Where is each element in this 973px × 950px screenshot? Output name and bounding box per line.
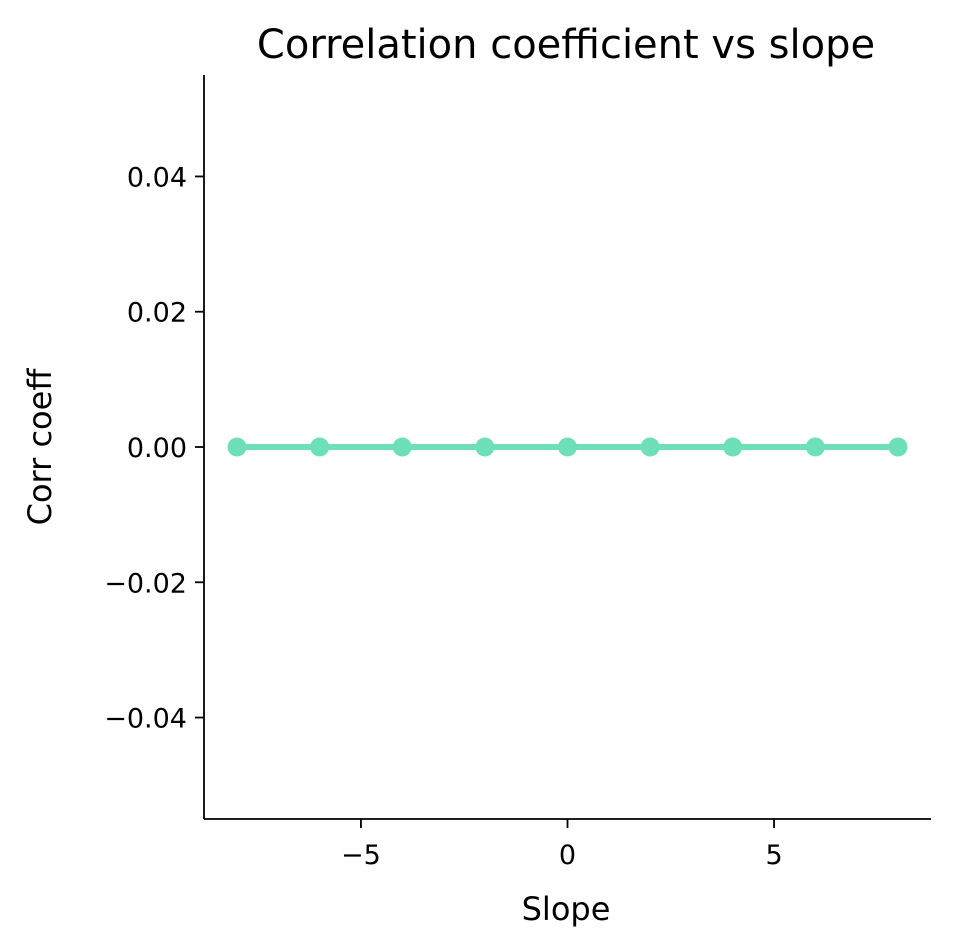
chart-title: Correlation coefficient vs slope xyxy=(257,22,875,68)
y-tick-label: −0.04 xyxy=(104,704,187,735)
data-point xyxy=(888,437,908,457)
data-point xyxy=(558,437,577,457)
data-point xyxy=(227,437,247,457)
x-axis-ticks: −5 0 5 xyxy=(341,819,783,871)
y-tick-label: 0.04 xyxy=(127,162,187,193)
y-tick-label: 0.02 xyxy=(127,298,187,329)
data-point xyxy=(392,437,412,457)
x-tick-label: 5 xyxy=(765,840,782,871)
data-point xyxy=(640,437,660,457)
data-point xyxy=(475,437,495,457)
y-tick-label: −0.02 xyxy=(104,568,187,599)
y-tick-label: 0.00 xyxy=(127,433,187,464)
y-axis-label: Corr coeff xyxy=(21,368,59,526)
x-axis-label: Slope xyxy=(522,890,611,928)
data-point xyxy=(310,437,330,457)
data-point xyxy=(723,437,743,457)
data-point xyxy=(805,437,825,457)
x-tick-label: 0 xyxy=(559,840,576,871)
y-axis-ticks: −0.04 −0.02 0.00 0.02 0.04 xyxy=(104,162,204,735)
plot-area xyxy=(227,437,908,457)
x-tick-label: −5 xyxy=(341,840,381,871)
